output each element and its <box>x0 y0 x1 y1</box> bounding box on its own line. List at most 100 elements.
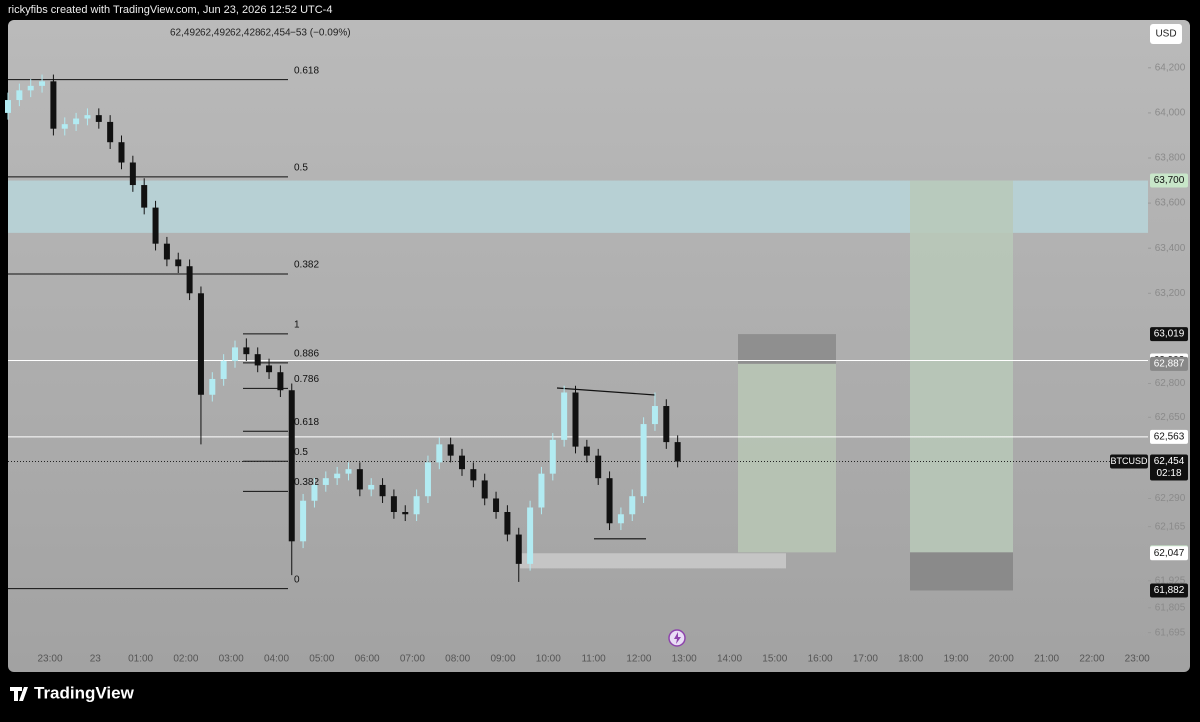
y-tick-label: 63,600 <box>1155 198 1186 209</box>
x-tick-label: 22:00 <box>1079 654 1104 665</box>
candle-body <box>379 484 386 497</box>
candle-body <box>197 293 204 395</box>
candle-body <box>243 347 250 355</box>
y-tick-label: 64,200 <box>1155 62 1186 73</box>
x-tick-label: 15:00 <box>762 654 787 665</box>
price-tag <box>1150 583 1188 598</box>
last-price-label: 62,454 <box>1154 456 1185 467</box>
candle-body <box>277 372 284 391</box>
fib-label: 0.382 <box>294 260 319 271</box>
candle-body <box>617 514 624 524</box>
brand-logo: TradingView <box>10 683 135 702</box>
y-tick-label: 63,800 <box>1155 153 1186 164</box>
x-tick-label: 09:00 <box>490 654 515 665</box>
candle-body <box>413 496 420 515</box>
zone <box>910 552 1013 591</box>
candle-body <box>129 162 136 186</box>
price-tag-label: 63,019 <box>1154 329 1185 340</box>
candle-body <box>311 484 318 501</box>
x-tick-label: 05:00 <box>309 654 334 665</box>
lightning-icon[interactable] <box>668 629 686 647</box>
fib-label: 0 <box>294 574 300 585</box>
candle-body <box>549 439 556 474</box>
zone <box>910 180 1013 553</box>
x-tick-label: 17:00 <box>853 654 878 665</box>
y-tick-label: 61,805 <box>1155 602 1186 613</box>
candle-body <box>561 392 568 440</box>
candle-body <box>152 207 159 244</box>
price-tag-label: 62,887 <box>1154 359 1185 370</box>
candle-body <box>595 455 602 479</box>
candle-body <box>356 469 363 490</box>
price-tag-label: 63,700 <box>1154 175 1185 186</box>
y-tick-label: 61,695 <box>1155 627 1186 638</box>
x-tick-label: 23 <box>90 654 102 665</box>
candle-body <box>254 354 261 366</box>
candle-body <box>16 90 23 101</box>
fib-label: 1 <box>294 320 300 331</box>
price-tag <box>1150 173 1188 188</box>
x-tick-label: 18:00 <box>898 654 923 665</box>
x-tick-label: 06:00 <box>355 654 380 665</box>
ohlc-open: 62,492 <box>170 28 201 39</box>
y-tick-label: 62,650 <box>1155 412 1186 423</box>
plot: 0.618 0.5 0.382 0 1 0.886 0.786 0.618 0.5 0.382 61… <box>5 62 1188 665</box>
fib-label: 0.5 <box>294 162 308 173</box>
fib-label: 0.886 <box>294 349 319 360</box>
x-tick-label: 23:00 <box>1125 654 1150 665</box>
candle-body <box>220 360 227 379</box>
last-price-tag <box>1150 454 1188 481</box>
candle-body <box>84 115 91 119</box>
x-tick-label: 12:00 <box>626 654 651 665</box>
brand-name: TradingView <box>34 683 135 702</box>
y-tick-label: 62,290 <box>1155 493 1186 504</box>
candle-body <box>322 478 329 485</box>
candle-body <box>470 469 477 481</box>
candle-body <box>95 115 102 122</box>
x-tick-label: 01:00 <box>128 654 153 665</box>
candle-body <box>61 124 68 129</box>
candle-body <box>629 496 636 515</box>
candle-body <box>345 469 352 474</box>
x-tick-label: 13:00 <box>672 654 697 665</box>
candle-body <box>651 406 658 425</box>
countdown-label: 02:18 <box>1156 468 1181 479</box>
candle-body <box>186 266 193 294</box>
price-tag-label: 61,882 <box>1154 585 1185 596</box>
fib-label: 0.5 <box>294 447 308 458</box>
logo-icon <box>10 687 28 701</box>
candle-body <box>527 507 534 564</box>
candle-body <box>583 446 590 456</box>
watermark: rickyfibs created with TradingView.com, … <box>8 4 332 16</box>
fib-label: 0.618 <box>294 65 319 76</box>
candle-body <box>288 390 295 542</box>
x-tick-label: 08:00 <box>445 654 470 665</box>
x-tick-label: 03:00 <box>219 654 244 665</box>
y-tick-label: 63,200 <box>1155 288 1186 299</box>
candle-body <box>481 480 488 499</box>
symbol-label: BTCUSD <box>1110 456 1148 466</box>
candle-body <box>5 100 11 113</box>
candle-body <box>27 85 34 91</box>
candle-body <box>459 455 465 470</box>
candle-body <box>424 462 431 497</box>
symbol-tag <box>1110 454 1148 469</box>
candle-body <box>368 484 375 490</box>
candle-body <box>39 81 46 86</box>
y-tick-label: 61,925 <box>1155 575 1186 586</box>
candle-body <box>232 347 238 361</box>
candle-body <box>447 444 454 456</box>
x-tick-label: 11:00 <box>581 654 606 665</box>
ohlc-high: 62,492 <box>200 28 231 39</box>
icon-bolt <box>674 632 681 644</box>
fib-label: 0.382 <box>294 477 319 488</box>
x-tick-label: 04:00 <box>264 654 289 665</box>
candle-body <box>493 498 500 513</box>
y-tick-label: 62,800 <box>1155 378 1186 389</box>
currency-button[interactable] <box>1150 24 1182 44</box>
ohlc-close: 62,454 <box>260 28 291 39</box>
zone <box>520 553 786 569</box>
zone <box>738 363 836 553</box>
candle-body <box>640 424 647 497</box>
